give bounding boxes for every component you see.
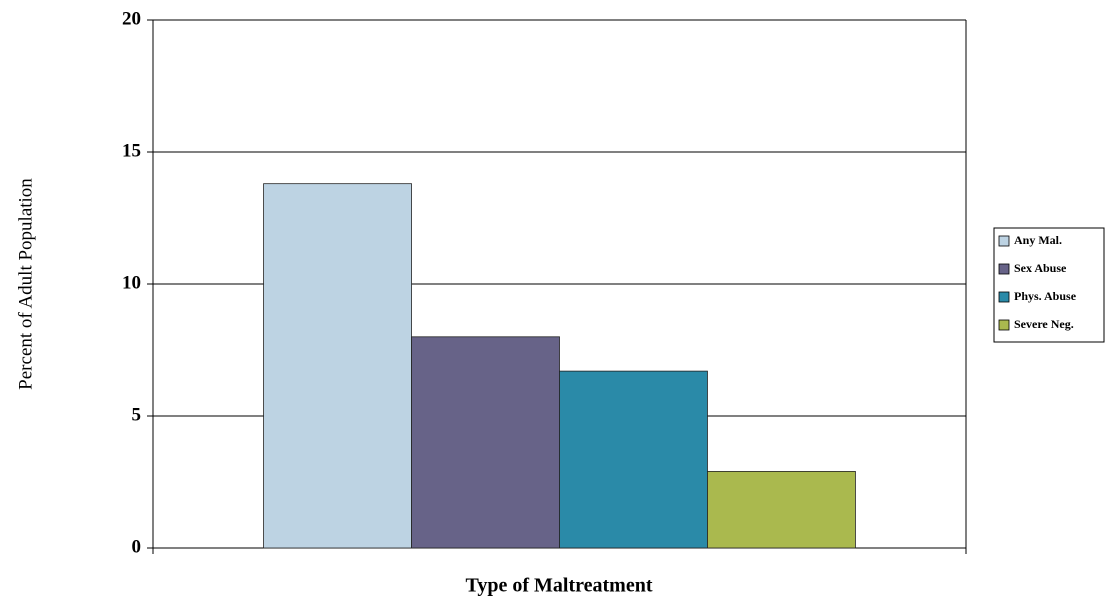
legend-label: Severe Neg.	[1014, 317, 1074, 331]
bar	[263, 183, 412, 549]
legend-box	[993, 227, 1105, 343]
legend-swatch	[998, 235, 1010, 247]
bar	[559, 370, 708, 549]
y-tick-label: 5	[132, 404, 142, 425]
x-axis-label: Type of Maltreatment	[466, 575, 653, 597]
y-tick-label: 15	[122, 140, 141, 161]
bar	[411, 336, 560, 549]
legend-label: Sex Abuse	[1014, 261, 1067, 275]
legend-swatch	[998, 319, 1010, 331]
legend-label: Any Mal.	[1014, 233, 1062, 247]
legend-swatch	[998, 263, 1010, 275]
legend-swatch	[998, 291, 1010, 303]
bar	[707, 471, 856, 549]
y-tick-label: 20	[122, 8, 141, 29]
y-tick-label: 10	[122, 272, 141, 293]
y-tick-label: 0	[132, 536, 142, 557]
legend-label: Phys. Abuse	[1014, 289, 1077, 303]
y-axis-label: Percent of Adult Population	[15, 178, 36, 390]
